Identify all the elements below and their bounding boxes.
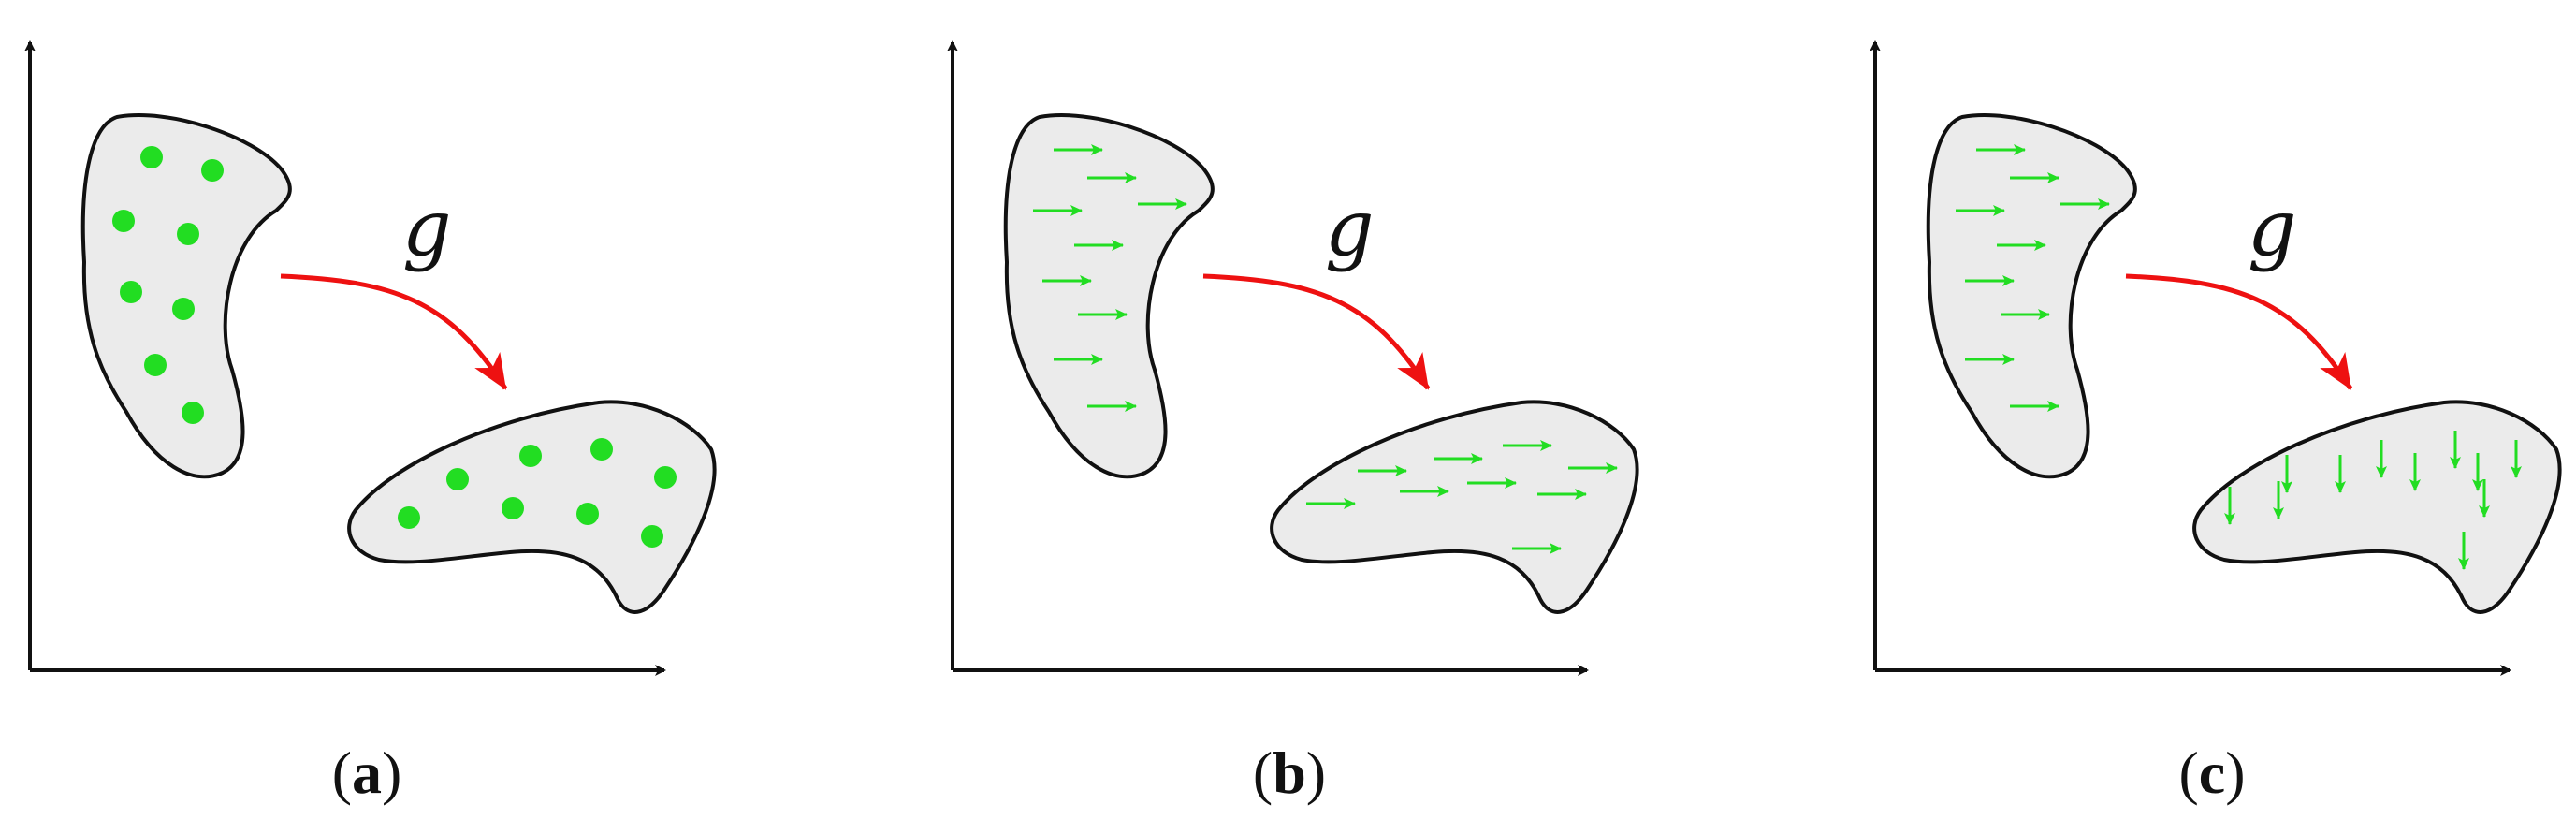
dot [112,210,135,232]
dot [576,503,599,525]
target-vectors [1306,440,1618,554]
target-region [347,400,717,614]
dot [182,402,204,424]
caption-b: (b) [1253,739,1326,806]
dot [120,281,142,303]
map-label-g: g [402,184,452,273]
dot [502,497,524,519]
dot [177,223,199,245]
target-region [1270,400,1639,614]
source-dots [112,146,224,424]
target-vectors [2224,431,2522,570]
source-region [80,113,292,479]
dot [140,146,163,168]
dot [144,354,167,376]
dot [641,525,663,548]
map-arrow [2125,273,2353,390]
source-vectors [1956,144,2110,412]
dot [172,298,195,320]
map-arrow [280,273,508,390]
dot [201,159,224,182]
panel-b: g (b) [947,40,1639,806]
dot [398,506,420,529]
source-vectors [1033,144,1187,412]
caption-c: (c) [2178,739,2245,806]
dot [654,466,677,489]
panel-a: g (a) [24,40,717,806]
axes [1870,40,2511,676]
target-region [2192,400,2562,614]
dot [519,445,542,467]
panel-c: g (c) [1870,40,2562,806]
target-dots [398,438,677,548]
axes [24,40,666,676]
dot [446,468,469,490]
map-label-g: g [2248,184,2297,273]
dot [590,438,613,461]
axes [947,40,1589,676]
source-region [1926,113,2137,479]
source-region [1003,113,1215,479]
map-arrow [1202,273,1431,390]
caption-a: (a) [332,739,402,806]
map-label-g: g [1325,184,1375,273]
